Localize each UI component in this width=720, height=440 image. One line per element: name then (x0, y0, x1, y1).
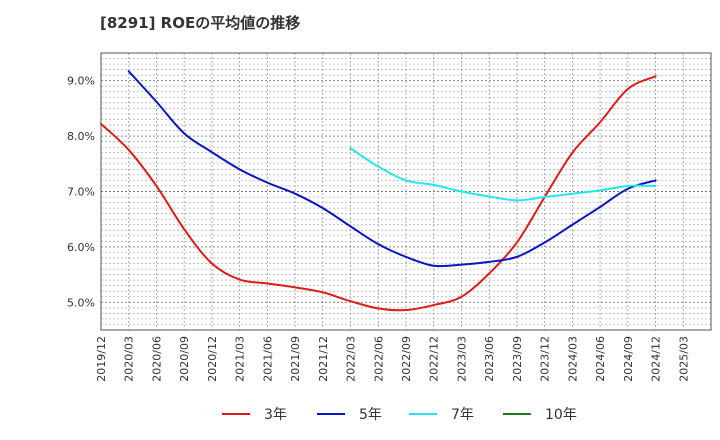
grid (101, 53, 711, 330)
series-lines (100, 70, 657, 312)
x-tick-label: 2019/12 (95, 336, 108, 382)
x-tick-label: 2022/03 (345, 336, 358, 382)
x-tick-label: 2022/12 (428, 336, 441, 382)
x-tick-label: 2021/12 (317, 336, 330, 382)
x-tick-label: 2022/06 (372, 336, 385, 382)
x-tick-label: 2025/03 (677, 336, 690, 382)
legend-label: 3年 (264, 407, 287, 423)
x-tick-label: 2023/09 (511, 336, 524, 382)
x-tick-label: 2020/06 (150, 336, 163, 382)
x-tick-label: 2020/09 (178, 336, 191, 382)
y-axis-ticks: 5.0% 6.0% 7.0% 8.0% 9.0% (67, 75, 95, 310)
x-tick-label: 2024/06 (594, 336, 607, 382)
y-tick-label: 6.0% (67, 241, 95, 254)
chart-title: [8291] ROEの平均値の推移 (100, 14, 301, 32)
y-tick-label: 8.0% (67, 130, 95, 143)
x-tick-label: 2024/03 (566, 336, 579, 382)
x-tick-label: 2023/12 (539, 336, 552, 382)
x-tick-label: 2020/12 (206, 336, 219, 382)
legend-label: 5年 (359, 407, 382, 423)
x-tick-label: 2021/03 (234, 336, 247, 382)
x-tick-label: 2022/09 (400, 336, 413, 382)
x-axis-ticks: 2019/12 2020/03 2020/06 2020/09 2020/12 2021/… (95, 336, 690, 382)
legend-label: 10年 (545, 407, 577, 423)
series-line-3年 (100, 75, 657, 312)
x-tick-label: 2024/12 (650, 336, 663, 382)
legend: 3年 5年 7年 10年 (222, 407, 577, 423)
y-tick-label: 7.0% (67, 186, 95, 199)
x-tick-label: 2024/09 (622, 336, 635, 382)
series-line-5年 (127, 70, 657, 268)
series-line-7年 (349, 147, 657, 202)
x-tick-label: 2021/09 (289, 336, 302, 382)
x-tick-label: 2021/06 (261, 336, 274, 382)
y-tick-label: 5.0% (67, 296, 95, 309)
y-tick-label: 9.0% (67, 75, 95, 88)
x-tick-label: 2023/06 (483, 336, 496, 382)
x-tick-label: 2020/03 (123, 336, 136, 382)
legend-label: 7年 (451, 407, 474, 423)
plot-frame (100, 52, 712, 331)
x-tick-label: 2023/03 (455, 336, 468, 382)
